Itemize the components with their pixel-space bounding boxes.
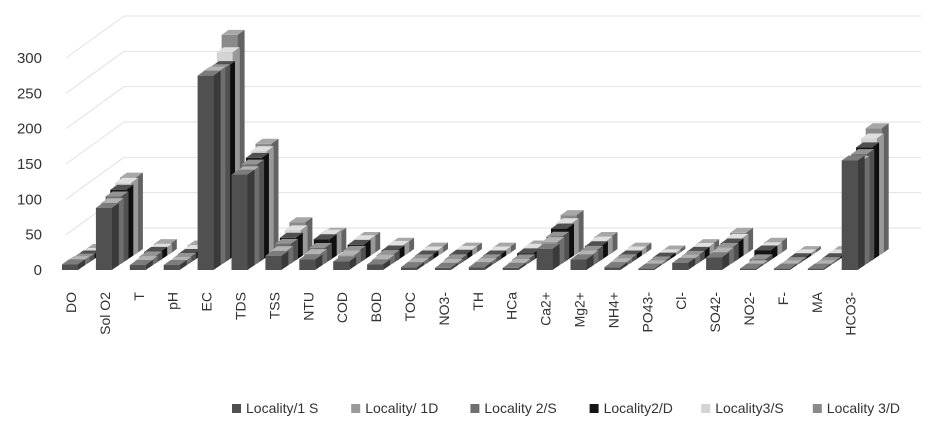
- bar: [265, 250, 289, 270]
- category-label: TSS: [266, 292, 282, 319]
- bar: [807, 263, 831, 270]
- bar: [773, 263, 797, 270]
- category-label: T: [131, 292, 147, 301]
- bar: [468, 262, 492, 270]
- category-label: COD: [334, 292, 350, 323]
- legend-item: Locality3/S: [701, 400, 784, 416]
- category-label: NTU: [300, 292, 316, 321]
- legend-swatch: [232, 404, 241, 413]
- category-label: HCO3-: [843, 292, 859, 336]
- bar: [740, 263, 763, 270]
- category-label: HCa: [504, 292, 520, 320]
- y-tick-label: 300: [17, 50, 42, 67]
- category-label: Mg2+: [572, 292, 588, 327]
- gridline: [65, 50, 125, 94]
- y-axis: 0 50 100 150 200 250 300: [17, 50, 42, 279]
- legend-swatch: [589, 404, 599, 413]
- bar: [536, 243, 560, 270]
- category-label: TDS: [233, 292, 249, 320]
- y-tick-label: 0: [34, 262, 42, 279]
- category-label: Ca2+: [538, 292, 554, 326]
- legend-label: Locality/ 1D: [365, 400, 438, 416]
- category-label: NO3-: [436, 292, 452, 326]
- bar: [367, 259, 391, 270]
- legend-item: Locality 3/D: [812, 400, 900, 416]
- legend-label: Locality 3/D: [827, 400, 900, 416]
- bar: [706, 252, 730, 270]
- y-tick-label: 50: [25, 227, 42, 244]
- bar: [62, 259, 85, 270]
- bar: [197, 70, 221, 271]
- gridline: [65, 156, 125, 200]
- legend-label: Locality/1 S: [246, 400, 318, 416]
- legend-item: Locality 2/S: [470, 400, 557, 416]
- legend-swatch: [701, 404, 711, 413]
- bar: [129, 260, 153, 270]
- category-label: pH: [165, 292, 181, 310]
- bar: [95, 202, 119, 270]
- y-tick-label: 200: [17, 121, 42, 138]
- bar: [502, 262, 526, 270]
- bar: [604, 262, 628, 270]
- category-label: SO42-: [707, 292, 723, 333]
- legend-label: Locality3/S: [715, 400, 783, 416]
- category-label: TH: [470, 292, 486, 311]
- legend-label: Locality2/D: [604, 400, 673, 416]
- bar: [163, 260, 187, 270]
- bar: [299, 254, 323, 270]
- category-label: DO: [63, 292, 79, 313]
- category-label: Sol O2: [97, 292, 113, 335]
- legend: Locality/1 S Locality/ 1D Locality 2/S Loca…: [232, 400, 900, 416]
- bar: [841, 155, 865, 270]
- bar: [333, 256, 357, 270]
- bars: [62, 29, 889, 271]
- legend-item: Locality2/D: [589, 400, 673, 416]
- bar: [672, 257, 696, 270]
- category-label: F-: [775, 292, 791, 306]
- bar: [638, 263, 662, 270]
- bar: [434, 262, 458, 270]
- category-label: BOD: [368, 292, 384, 322]
- category-label: MA: [809, 291, 825, 313]
- category-label: EC: [199, 292, 215, 311]
- gridline: [65, 121, 125, 165]
- y-tick-label: 250: [17, 85, 42, 102]
- category-label: NO2-: [741, 292, 757, 326]
- gridline: [65, 15, 125, 59]
- legend-swatch: [812, 404, 822, 413]
- legend-item: Locality/1 S: [232, 400, 318, 416]
- bar: [401, 262, 424, 270]
- category-label: NH4+: [605, 292, 621, 328]
- bar: [570, 254, 594, 270]
- bar: [231, 169, 255, 270]
- legend-item: Locality/ 1D: [351, 400, 438, 416]
- legend-label: Locality 2/S: [484, 400, 556, 416]
- y-tick-label: 100: [17, 191, 42, 208]
- y-tick-label: 150: [17, 156, 42, 173]
- gridlines: [65, 15, 921, 271]
- category-label: Cl-: [673, 292, 689, 310]
- category-label: PO43-: [639, 292, 655, 333]
- gridline: [65, 86, 125, 130]
- category-label: TOC: [402, 292, 418, 321]
- legend-swatch: [470, 404, 480, 413]
- legend-swatch: [351, 404, 361, 413]
